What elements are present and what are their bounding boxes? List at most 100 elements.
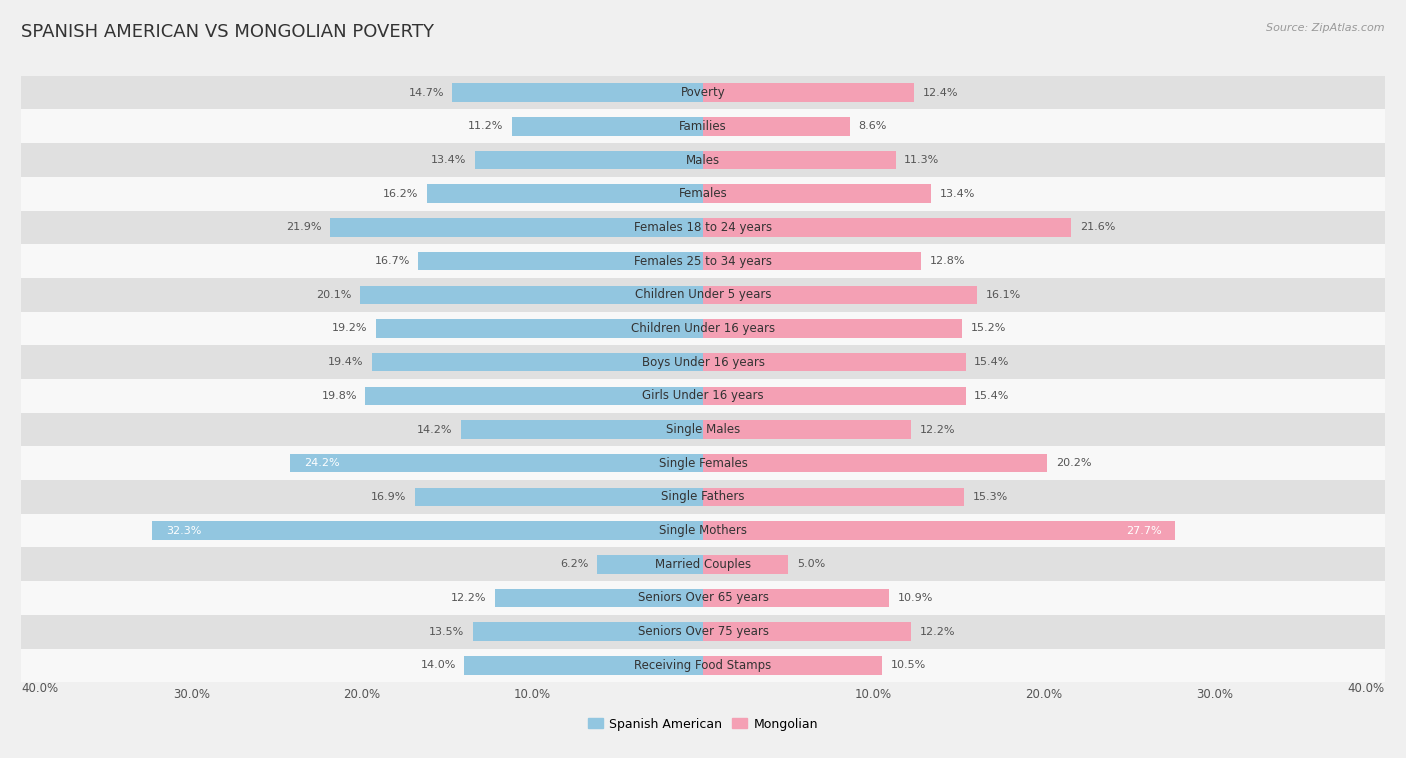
- Bar: [464, 656, 703, 675]
- Text: 19.4%: 19.4%: [328, 357, 364, 367]
- Text: 16.1%: 16.1%: [986, 290, 1021, 299]
- Text: Source: ZipAtlas.com: Source: ZipAtlas.com: [1267, 23, 1385, 33]
- Bar: [21, 244, 1385, 278]
- Text: Females: Females: [679, 187, 727, 200]
- Text: 12.4%: 12.4%: [922, 88, 959, 98]
- Text: Single Mothers: Single Mothers: [659, 524, 747, 537]
- Bar: [366, 387, 703, 405]
- Text: 15.3%: 15.3%: [973, 492, 1008, 502]
- Bar: [703, 117, 849, 136]
- Text: 32.3%: 32.3%: [166, 525, 201, 536]
- Legend: Spanish American, Mongolian: Spanish American, Mongolian: [588, 718, 818, 731]
- Text: 5.0%: 5.0%: [797, 559, 825, 569]
- Bar: [703, 656, 882, 675]
- Text: 11.3%: 11.3%: [904, 155, 939, 165]
- Text: Children Under 16 years: Children Under 16 years: [631, 322, 775, 335]
- Bar: [21, 346, 1385, 379]
- Bar: [703, 622, 911, 641]
- Bar: [703, 522, 1175, 540]
- Bar: [703, 420, 911, 439]
- Text: 15.4%: 15.4%: [974, 357, 1010, 367]
- Text: 19.2%: 19.2%: [332, 324, 367, 334]
- Text: 13.5%: 13.5%: [429, 627, 464, 637]
- Text: SPANISH AMERICAN VS MONGOLIAN POVERTY: SPANISH AMERICAN VS MONGOLIAN POVERTY: [21, 23, 434, 41]
- Bar: [703, 151, 896, 169]
- Text: 24.2%: 24.2%: [304, 459, 340, 468]
- Text: 20.1%: 20.1%: [316, 290, 352, 299]
- Bar: [703, 387, 966, 405]
- Text: 13.4%: 13.4%: [430, 155, 465, 165]
- Bar: [415, 487, 703, 506]
- Bar: [427, 184, 703, 203]
- Text: 14.7%: 14.7%: [408, 88, 444, 98]
- Text: Single Females: Single Females: [658, 457, 748, 470]
- Bar: [453, 83, 703, 102]
- Bar: [495, 589, 703, 607]
- Bar: [21, 412, 1385, 446]
- Text: 15.2%: 15.2%: [970, 324, 1007, 334]
- Text: Poverty: Poverty: [681, 86, 725, 99]
- Bar: [703, 252, 921, 271]
- Bar: [21, 514, 1385, 547]
- Text: Seniors Over 75 years: Seniors Over 75 years: [637, 625, 769, 638]
- Text: 13.4%: 13.4%: [941, 189, 976, 199]
- Bar: [21, 177, 1385, 211]
- Bar: [21, 76, 1385, 109]
- Text: 16.7%: 16.7%: [374, 256, 409, 266]
- Text: 10.9%: 10.9%: [897, 593, 932, 603]
- Text: 27.7%: 27.7%: [1126, 525, 1161, 536]
- Text: 12.2%: 12.2%: [920, 424, 955, 434]
- Bar: [21, 143, 1385, 177]
- Text: Single Fathers: Single Fathers: [661, 490, 745, 503]
- Bar: [703, 555, 789, 574]
- Text: 11.2%: 11.2%: [468, 121, 503, 131]
- Bar: [21, 379, 1385, 412]
- Bar: [461, 420, 703, 439]
- Bar: [598, 555, 703, 574]
- Bar: [703, 218, 1071, 236]
- Bar: [703, 487, 965, 506]
- Text: Girls Under 16 years: Girls Under 16 years: [643, 390, 763, 402]
- Bar: [21, 211, 1385, 244]
- Text: 16.2%: 16.2%: [382, 189, 419, 199]
- Bar: [291, 454, 703, 472]
- Text: 19.8%: 19.8%: [322, 391, 357, 401]
- Text: 10.5%: 10.5%: [890, 660, 925, 670]
- Text: Seniors Over 65 years: Seniors Over 65 years: [637, 591, 769, 604]
- Bar: [360, 286, 703, 304]
- Text: 8.6%: 8.6%: [858, 121, 887, 131]
- Bar: [21, 109, 1385, 143]
- Bar: [703, 454, 1047, 472]
- Bar: [475, 151, 703, 169]
- Bar: [21, 278, 1385, 312]
- Bar: [419, 252, 703, 271]
- Text: 20.2%: 20.2%: [1056, 459, 1091, 468]
- Text: Families: Families: [679, 120, 727, 133]
- Bar: [472, 622, 703, 641]
- Text: Single Males: Single Males: [666, 423, 740, 436]
- Text: Boys Under 16 years: Boys Under 16 years: [641, 356, 765, 368]
- Text: 16.9%: 16.9%: [371, 492, 406, 502]
- Bar: [21, 615, 1385, 649]
- Bar: [21, 446, 1385, 480]
- Text: 40.0%: 40.0%: [1348, 682, 1385, 695]
- Text: Married Couples: Married Couples: [655, 558, 751, 571]
- Text: 14.2%: 14.2%: [418, 424, 453, 434]
- Text: Females 25 to 34 years: Females 25 to 34 years: [634, 255, 772, 268]
- Bar: [373, 353, 703, 371]
- Text: 12.2%: 12.2%: [920, 627, 955, 637]
- Bar: [329, 218, 703, 236]
- Bar: [21, 581, 1385, 615]
- Bar: [21, 312, 1385, 346]
- Text: 12.8%: 12.8%: [929, 256, 966, 266]
- Text: Receiving Food Stamps: Receiving Food Stamps: [634, 659, 772, 672]
- Bar: [703, 83, 914, 102]
- Text: 40.0%: 40.0%: [21, 682, 58, 695]
- Text: 21.9%: 21.9%: [285, 222, 321, 233]
- Bar: [703, 319, 962, 338]
- Bar: [703, 184, 931, 203]
- Bar: [512, 117, 703, 136]
- Text: Children Under 5 years: Children Under 5 years: [634, 288, 772, 301]
- Bar: [375, 319, 703, 338]
- Bar: [152, 522, 703, 540]
